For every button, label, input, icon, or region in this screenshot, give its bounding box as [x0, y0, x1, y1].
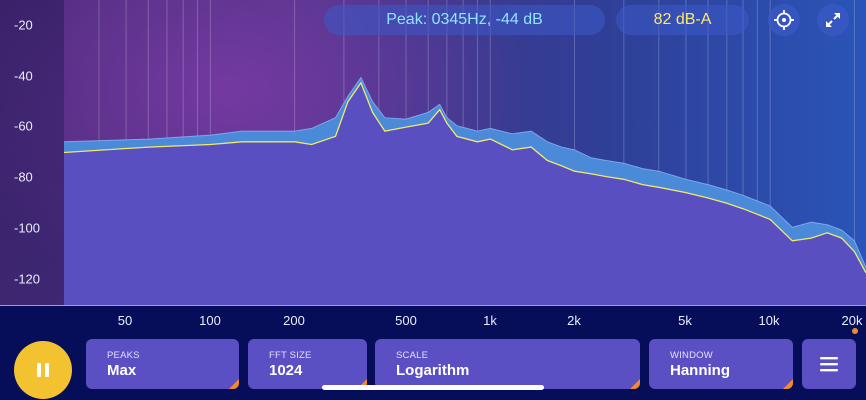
level-readout: 82 dB-A: [616, 5, 749, 35]
x-tick-label: 200: [283, 313, 305, 328]
hamburger-menu-icon: [820, 357, 838, 372]
spectrum-chart: [63, 0, 866, 306]
y-axis: -20 -40 -60 -80 -100 -120: [0, 0, 64, 306]
active-indicator-dot: [852, 328, 858, 334]
peak-readout: Peak: 0345Hz, -44 dB: [324, 5, 605, 35]
corner-marker: [229, 379, 239, 389]
corner-marker: [357, 379, 367, 389]
fft-size-selector[interactable]: FFT SIZE 1024: [248, 339, 367, 389]
corner-marker: [630, 379, 640, 389]
fullscreen-button[interactable]: [817, 4, 849, 36]
x-tick-label: 2k: [567, 313, 581, 328]
y-tick-label: -60: [14, 118, 33, 134]
peaks-value: Max: [107, 362, 137, 379]
fft-size-value: 1024: [269, 362, 303, 379]
x-tick-label: 50: [117, 313, 133, 328]
x-tick-label: 20k: [841, 313, 863, 328]
x-tick-label: 1k: [483, 313, 497, 328]
window-selector[interactable]: WINDOW Hanning: [649, 339, 793, 389]
x-tick-label: 100: [199, 313, 221, 328]
x-tick-label: 5k: [678, 313, 692, 328]
scale-selector[interactable]: SCALE Logarithm: [375, 339, 640, 389]
pause-button[interactable]: [14, 341, 72, 399]
pause-icon: [37, 363, 49, 377]
spectrum-trace-line: [63, 81, 866, 274]
x-tick-label: 10k: [758, 313, 780, 328]
corner-marker: [783, 379, 793, 389]
y-tick-label: -20: [14, 17, 33, 33]
y-tick-label: -100: [14, 220, 41, 236]
window-label: WINDOW: [670, 350, 713, 361]
peak-hold-line: [63, 76, 866, 268]
collapse-arrows-icon: [826, 13, 840, 27]
peaks-label: PEAKS: [107, 350, 140, 361]
y-tick-label: -120: [14, 271, 41, 287]
crosshair-button[interactable]: [768, 4, 800, 36]
peaks-selector[interactable]: PEAKS Max: [86, 339, 239, 389]
home-indicator: [322, 385, 544, 390]
scale-label: SCALE: [396, 350, 429, 361]
y-tick-label: -80: [14, 169, 33, 185]
window-value: Hanning: [670, 362, 730, 379]
x-axis-line: [0, 305, 866, 306]
x-tick-label: 500: [395, 313, 417, 328]
spectrum-plot[interactable]: -20 -40 -60 -80 -100 -120 Peak: 0345Hz, …: [0, 0, 866, 306]
y-tick-label: -40: [14, 68, 33, 84]
fft-size-label: FFT SIZE: [269, 350, 312, 361]
spectrum-area: [64, 82, 866, 306]
scale-value: Logarithm: [396, 362, 470, 379]
crosshair-icon: [774, 10, 794, 30]
menu-button[interactable]: [802, 339, 856, 389]
